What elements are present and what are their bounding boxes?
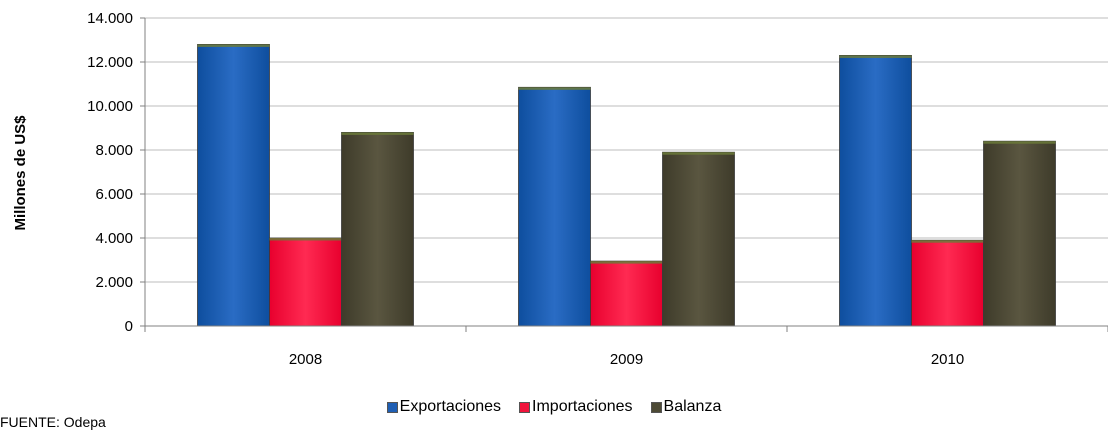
bar-top-edge	[911, 240, 984, 243]
legend-label: Importaciones	[532, 398, 633, 415]
y-tick-label: 10.000	[87, 98, 133, 115]
legend-swatch	[519, 401, 531, 413]
legend-item-importaciones: Importaciones	[519, 398, 633, 416]
source-note: FUENTE: Odepa	[0, 414, 106, 430]
bar-balanza-2009	[662, 151, 735, 327]
y-tick-label: 8.000	[95, 142, 133, 159]
bar-exportaciones-2008	[197, 44, 270, 327]
bar-top-edge	[590, 261, 663, 264]
legend-label: Exportaciones	[399, 398, 502, 415]
bars	[197, 44, 1056, 327]
y-axis-label: Millones de US$	[12, 115, 29, 231]
axes: 0 2.000 4.000 6.000 8.000 10.000 12.000 14.000 2…	[87, 10, 1108, 368]
y-tick-label: 4.000	[95, 230, 133, 247]
bar-balanza-2008	[341, 131, 414, 327]
y-tick-label: 6.000	[95, 186, 133, 203]
bar-top-edge	[662, 152, 735, 155]
bar-exportaciones-2010	[839, 55, 912, 327]
bar-chart: 0 2.000 4.000 6.000 8.000 10.000 12.000 14.000 2…	[12, 10, 1108, 368]
bar-exportaciones-2009	[518, 86, 591, 327]
bar-top-edge	[518, 87, 591, 90]
legend-label: Balanza	[663, 398, 722, 415]
legend-swatch	[650, 401, 662, 413]
y-tick-label: 14.000	[87, 10, 133, 27]
x-tick-label: 2009	[610, 351, 643, 368]
bar-balanza-2010	[983, 140, 1056, 327]
bar-top-edge	[839, 55, 912, 58]
legend-swatch	[386, 401, 398, 413]
bar-top-edge	[269, 238, 342, 241]
bar-importaciones-2008	[269, 237, 342, 327]
bar-top-edge	[341, 132, 414, 135]
bar-importaciones-2010	[911, 239, 984, 327]
legend: Exportaciones Importaciones Balanza	[0, 398, 1108, 418]
y-tick-label: 2.000	[95, 274, 133, 291]
bar-importaciones-2009	[590, 260, 663, 327]
bar-top-edge	[983, 141, 1056, 144]
y-tick-label: 0	[125, 318, 133, 335]
y-tick-label: 12.000	[87, 54, 133, 71]
x-tick-label: 2008	[289, 351, 322, 368]
x-tick-label: 2010	[931, 351, 964, 368]
bar-top-edge	[197, 44, 270, 47]
legend-item-exportaciones: Exportaciones	[386, 398, 502, 416]
legend-item-balanza: Balanza	[650, 398, 722, 416]
